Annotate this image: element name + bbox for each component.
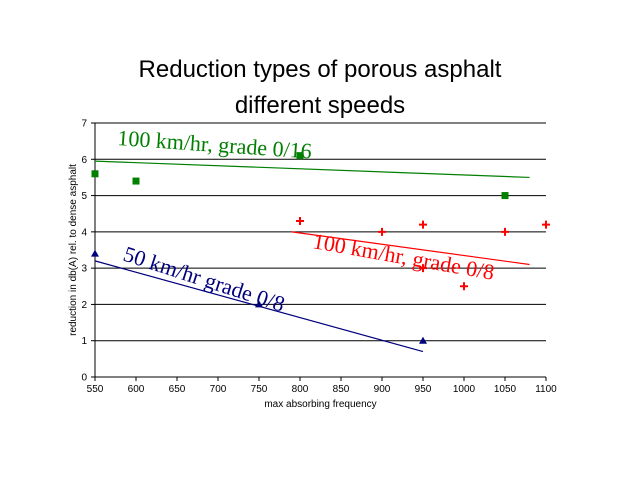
y-axis-label: reduction in db(A) rel. to dense asphalt — [68, 164, 79, 336]
x-tick-label-1050: 1050 — [494, 384, 517, 395]
data-point-series-0-0 — [91, 170, 99, 178]
annotation-series-0: 100 km/hr, grade 0/16 — [117, 125, 313, 164]
x-axis-label: max absorbing frequency — [264, 399, 376, 410]
y-tick-label-6: 6 — [81, 155, 87, 166]
y-tick-label-3: 3 — [81, 264, 87, 275]
trendline-series-0 — [94, 160, 530, 179]
x-tick-label-750: 750 — [251, 384, 268, 395]
y-tick-label-2: 2 — [81, 300, 87, 311]
annotation-series-2: 50 km/hr grade 0/8 — [120, 241, 288, 317]
data-point-series-1-2 — [419, 220, 427, 229]
data-point-series-1-0 — [296, 216, 304, 225]
chart-title-line2: different speeds — [234, 92, 406, 119]
x-tick-label-1000: 1000 — [453, 384, 476, 395]
chart-title-line1: Reduction types of porous asphalt — [138, 56, 502, 83]
y-tick-label-5: 5 — [81, 191, 87, 202]
annotation-series-1: 100 km/hr, grade 0/8 — [311, 228, 496, 285]
y-tick-label-7: 7 — [81, 119, 87, 130]
data-point-series-1-3 — [419, 264, 427, 273]
y-tick-label-0: 0 — [81, 373, 87, 384]
x-tick-label-850: 850 — [333, 384, 350, 395]
data-point-series-0-3 — [501, 192, 509, 200]
data-point-series-1-1 — [378, 227, 386, 236]
y-tick-label-1: 1 — [81, 336, 87, 347]
x-tick-label-700: 700 — [210, 384, 227, 395]
data-point-series-2-1 — [255, 300, 263, 308]
data-point-series-1-4 — [460, 282, 468, 291]
x-tick-label-950: 950 — [415, 384, 432, 395]
data-point-series-2-0 — [91, 249, 99, 257]
x-tick-label-900: 900 — [374, 384, 391, 395]
data-point-series-1-6 — [542, 220, 550, 229]
data-point-series-2-2 — [419, 336, 427, 344]
data-point-series-0-2 — [296, 152, 304, 160]
x-tick-label-1100: 1100 — [535, 384, 557, 395]
data-point-series-1-5 — [501, 227, 509, 236]
x-tick-label-600: 600 — [128, 384, 145, 395]
x-tick-label-550: 550 — [87, 384, 104, 395]
y-tick-label-4: 4 — [81, 227, 87, 238]
x-tick-label-650: 650 — [169, 384, 186, 395]
x-tick-label-800: 800 — [292, 384, 309, 395]
data-point-series-0-1 — [132, 177, 140, 185]
trendline-series-1 — [291, 231, 530, 266]
